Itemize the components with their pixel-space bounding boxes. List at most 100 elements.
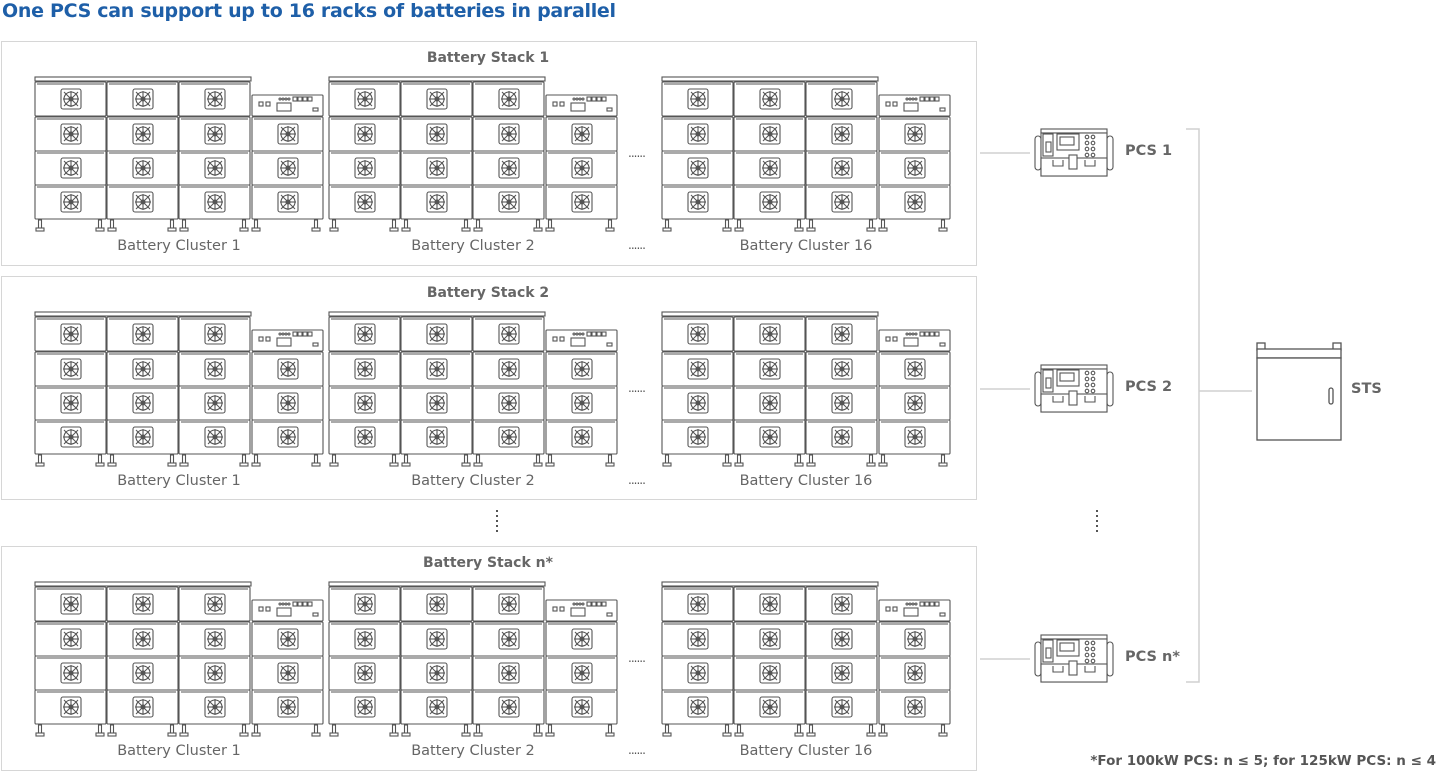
fan-icon	[204, 88, 226, 110]
battery-module	[878, 385, 951, 421]
fan-icon	[498, 392, 520, 414]
leg	[461, 724, 471, 737]
battery-module	[251, 385, 324, 421]
battery-module	[733, 385, 806, 421]
leg	[311, 219, 321, 232]
fan-icon	[571, 191, 593, 213]
fan-icon	[759, 696, 781, 718]
leg	[794, 219, 804, 232]
battery-module	[805, 184, 878, 220]
battery-module	[328, 385, 401, 421]
battery-module	[400, 621, 473, 657]
fan-icon	[904, 123, 926, 145]
fan-icon	[204, 323, 226, 345]
leg	[311, 454, 321, 467]
fan-icon	[60, 426, 82, 448]
battery-module	[178, 81, 251, 117]
battery-module	[251, 150, 324, 186]
battery-module	[400, 116, 473, 152]
battery-module	[878, 116, 951, 152]
battery-module	[328, 316, 401, 352]
battery-module	[733, 184, 806, 220]
fan-icon	[687, 88, 709, 110]
fan-icon	[759, 628, 781, 650]
fan-icon	[759, 157, 781, 179]
fan-icon	[759, 392, 781, 414]
cluster-label: Battery Cluster 2	[411, 743, 535, 759]
fan-icon	[904, 157, 926, 179]
fan-icon	[904, 426, 926, 448]
leg	[35, 724, 45, 737]
leg	[95, 724, 105, 737]
fan-icon	[831, 628, 853, 650]
battery-module	[178, 184, 251, 220]
fan-icon	[498, 593, 520, 615]
fan-icon	[571, 662, 593, 684]
fan-icon	[60, 696, 82, 718]
fan-icon	[204, 662, 226, 684]
battery-module	[328, 419, 401, 455]
fan-icon	[498, 191, 520, 213]
battery-cluster-icon	[661, 76, 951, 232]
leg	[401, 454, 411, 467]
fan-icon	[354, 123, 376, 145]
battery-module	[34, 655, 107, 691]
page-title: One PCS can support up to 16 racks of ba…	[2, 0, 616, 22]
leg	[878, 724, 888, 737]
leg	[473, 219, 483, 232]
battery-module	[661, 184, 734, 220]
battery-module	[472, 419, 545, 455]
fan-icon	[831, 662, 853, 684]
leg	[239, 724, 249, 737]
battery-module	[106, 351, 179, 387]
battery-module	[733, 655, 806, 691]
fan-icon	[831, 696, 853, 718]
control-box	[545, 599, 618, 622]
pcs-label: PCS 2	[1125, 379, 1173, 395]
battery-module	[733, 689, 806, 725]
leg	[533, 724, 543, 737]
battery-module	[178, 621, 251, 657]
leg	[806, 454, 816, 467]
fan-icon	[204, 123, 226, 145]
leg	[605, 454, 615, 467]
cluster-ellipsis: ......	[628, 743, 646, 757]
control-box	[545, 329, 618, 352]
leg	[389, 454, 399, 467]
fan-icon	[687, 123, 709, 145]
fan-icon	[904, 662, 926, 684]
battery-module	[878, 689, 951, 725]
battery-module	[106, 116, 179, 152]
battery-stack-1	[1, 41, 977, 266]
leg	[878, 454, 888, 467]
leg	[329, 219, 339, 232]
fan-icon	[904, 392, 926, 414]
leg	[794, 724, 804, 737]
battery-module	[805, 116, 878, 152]
battery-module	[34, 621, 107, 657]
leg	[461, 219, 471, 232]
fan-icon	[426, 157, 448, 179]
fan-icon	[132, 392, 154, 414]
sts-cabinet-icon	[1256, 342, 1342, 441]
leg	[179, 724, 189, 737]
fan-icon	[687, 628, 709, 650]
battery-module	[106, 586, 179, 622]
battery-module	[400, 150, 473, 186]
fan-icon	[132, 358, 154, 380]
fan-icon	[498, 88, 520, 110]
fan-icon	[687, 157, 709, 179]
battery-module	[733, 116, 806, 152]
leg	[167, 219, 177, 232]
fan-icon	[132, 123, 154, 145]
leg	[734, 724, 744, 737]
battery-cluster-icon	[328, 311, 618, 467]
leg	[662, 454, 672, 467]
leg	[866, 724, 876, 737]
battery-stack-2	[1, 276, 977, 500]
fan-icon	[60, 323, 82, 345]
battery-module	[400, 419, 473, 455]
battery-module	[472, 81, 545, 117]
fan-icon	[759, 358, 781, 380]
fan-icon	[277, 358, 299, 380]
